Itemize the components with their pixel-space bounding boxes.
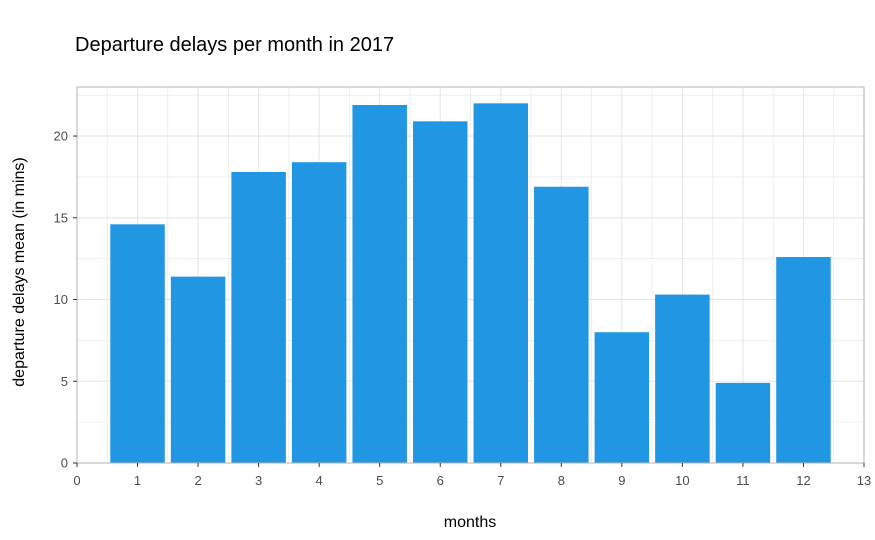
x-tick-label: 1 <box>134 473 141 488</box>
chart-title: Departure delays per month in 2017 <box>75 34 394 56</box>
x-tick-label: 12 <box>796 473 810 488</box>
y-axis: 0 5 10 15 20 <box>54 129 77 471</box>
x-tick-label: 3 <box>255 473 262 488</box>
y-tick-label: 10 <box>54 292 68 307</box>
bar-month-1 <box>110 224 165 463</box>
x-tick-label: 6 <box>437 473 444 488</box>
bar-month-4 <box>291 162 347 463</box>
bars <box>110 103 831 463</box>
bar-month-3 <box>231 172 286 463</box>
x-axis-title: months <box>444 514 496 531</box>
bar-month-7 <box>473 103 529 463</box>
x-tick-label: 13 <box>857 473 871 488</box>
x-tick-label: 0 <box>73 473 80 488</box>
bar-month-10 <box>655 294 710 463</box>
panel-border <box>76 86 865 464</box>
y-tick-label: 5 <box>61 374 68 389</box>
bar-month-11 <box>715 382 771 463</box>
bar-month-5 <box>352 104 407 463</box>
bar-month-9 <box>594 332 650 463</box>
bar-month-12 <box>776 257 831 463</box>
y-tick-label: 15 <box>54 210 68 225</box>
y-tick-label: 20 <box>54 129 68 144</box>
bar-month-6 <box>412 121 468 463</box>
x-tick-label: 11 <box>736 473 750 488</box>
bar-month-8 <box>534 186 589 463</box>
x-tick-label: 9 <box>618 473 625 488</box>
bar-month-2 <box>170 276 226 463</box>
x-tick-label: 8 <box>558 473 565 488</box>
x-tick-label: 10 <box>675 473 689 488</box>
x-tick-label: 5 <box>376 473 383 488</box>
x-axis: 0 1 2 3 4 5 6 7 8 9 10 11 12 13 <box>73 463 871 488</box>
y-axis-title: departure delays mean (in mins) <box>11 157 28 386</box>
y-tick-label: 0 <box>61 456 68 471</box>
x-tick-label: 4 <box>316 473 323 488</box>
x-tick-label: 2 <box>194 473 201 488</box>
x-tick-label: 7 <box>497 473 504 488</box>
